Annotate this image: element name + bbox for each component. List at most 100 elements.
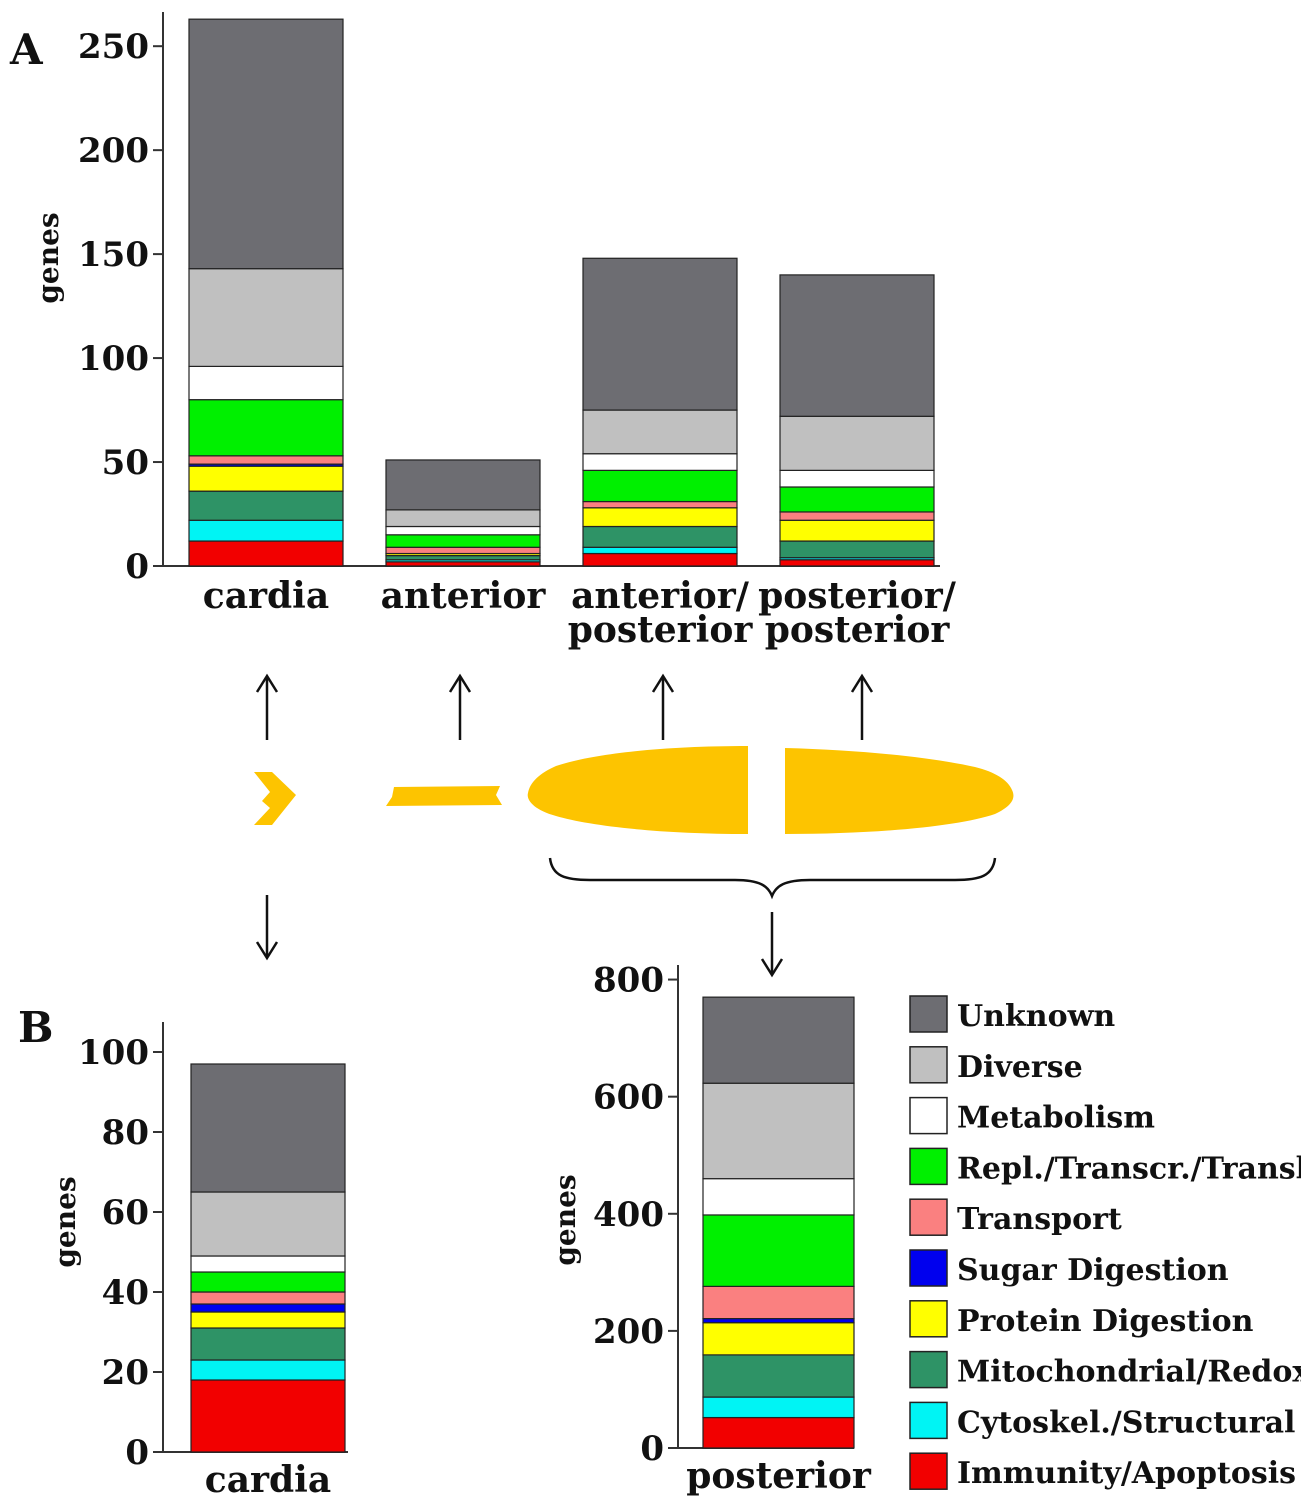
gut-anterior-shape bbox=[386, 786, 502, 806]
legend-label-metabolism: Metabolism bbox=[957, 1101, 1155, 1136]
chart-1-bar-protein-digestion bbox=[188, 465, 344, 492]
chart-1-bar-mitochondrial-redox bbox=[582, 525, 738, 548]
legend-swatch-repl-transcr-transl bbox=[909, 1147, 948, 1186]
chart-1-category-label: posterior bbox=[568, 609, 754, 651]
arrow-down-cardia-head bbox=[255, 941, 279, 961]
legend-swatch-unknown bbox=[909, 995, 948, 1033]
chart-1-tick-label: 0 bbox=[125, 547, 149, 587]
chart-3-tick-label: 200 bbox=[593, 1312, 664, 1352]
gut-cardia-shape bbox=[254, 772, 296, 825]
chart-1-tick-label: 200 bbox=[78, 131, 149, 171]
chart-1-bar-immunity-apoptosis bbox=[385, 561, 541, 567]
chart-2-bar-unknown bbox=[190, 1063, 346, 1193]
chart-2-tick-label: 60 bbox=[102, 1193, 149, 1233]
chart-1-bar-diverse bbox=[582, 409, 738, 455]
chart-3-bar-mitochondrial-redox bbox=[702, 1354, 855, 1398]
chart-3-bar-sugar-digestion bbox=[702, 1317, 855, 1324]
chart-1-bar-unknown bbox=[582, 257, 738, 411]
chart-1-bar-transport bbox=[779, 511, 935, 521]
chart-3-bar-protein-digestion bbox=[702, 1322, 855, 1356]
chart-2-bar-sugar-digestion bbox=[190, 1303, 346, 1313]
chart-1-category-label: posterior/ bbox=[758, 575, 957, 617]
chart-b-cardia: 0 20 40 60 80 100 genes cardia bbox=[49, 1022, 348, 1500]
chart-3-tick-label: 400 bbox=[593, 1195, 664, 1235]
legend-swatch-transport bbox=[909, 1198, 948, 1236]
chart-1-category-label: cardia bbox=[203, 575, 329, 617]
chart-1-bar-metabolism bbox=[385, 525, 541, 536]
chart-1-bar-immunity-apoptosis bbox=[582, 552, 738, 567]
arrow-up-anterior-posterior-head bbox=[651, 673, 675, 693]
chart-3-bar-cytoskel-structural bbox=[702, 1396, 855, 1419]
chart-1-bar-metabolism bbox=[582, 453, 738, 471]
chart-2-tick-label: 20 bbox=[102, 1353, 149, 1393]
chart-1-bar-immunity-apoptosis bbox=[779, 559, 935, 567]
chart-2-bar-mitochondrial-redox bbox=[190, 1327, 346, 1361]
chart-3-bar-transport bbox=[702, 1285, 855, 1320]
chart-1-tick-label: 100 bbox=[78, 339, 149, 379]
chart-1-bar-cytoskel-structural bbox=[582, 546, 738, 555]
chart-2-bar-immunity-apoptosis bbox=[190, 1379, 346, 1453]
chart-1-bar-repl-transcr-transl bbox=[779, 486, 935, 513]
legend-label-immunity-apoptosis: Immunity/Apoptosis bbox=[957, 1456, 1296, 1491]
legend-swatch-protein-digestion bbox=[909, 1300, 948, 1338]
chart-3-y-label: genes bbox=[549, 1174, 582, 1265]
chart-1-bar-mitochondrial-redox bbox=[188, 490, 344, 521]
arrow-down-posterior-head bbox=[760, 958, 784, 978]
chart-2-bar-repl-transcr-transl bbox=[190, 1271, 346, 1293]
chart-3-bar-repl-transcr-transl bbox=[702, 1214, 855, 1287]
legend-swatch-metabolism bbox=[909, 1096, 948, 1135]
chart-3-bar-unknown bbox=[702, 996, 855, 1084]
legend-swatch-mitochondrial-redox bbox=[909, 1350, 948, 1389]
legend-label-mitochondrial-redox: Mitochondrial/Redox bbox=[957, 1355, 1301, 1390]
chart-1-tick-label: 250 bbox=[78, 27, 149, 67]
legend-swatch-sugar-digestion bbox=[909, 1249, 948, 1287]
chart-1-bar-repl-transcr-transl bbox=[582, 469, 738, 503]
chart-2-tick-label: 100 bbox=[78, 1033, 149, 1073]
arrows bbox=[255, 673, 874, 978]
legend-label-transport: Transport bbox=[957, 1202, 1122, 1237]
legend: Unknown Diverse Metabolism Repl./Transcr./T… bbox=[909, 995, 1301, 1491]
chart-1-bar-unknown bbox=[779, 274, 935, 417]
chart-1-y-label: genes bbox=[32, 212, 65, 303]
chart-2-bar-protein-digestion bbox=[190, 1311, 346, 1329]
chart-1-bar-diverse bbox=[188, 268, 344, 367]
legend-swatch-immunity-apoptosis bbox=[909, 1452, 948, 1490]
chart-2-y-label: genes bbox=[49, 1176, 82, 1267]
legend-label-unknown: Unknown bbox=[957, 999, 1115, 1034]
chart-1-bar-repl-transcr-transl bbox=[188, 399, 344, 457]
posterior-brace bbox=[548, 857, 997, 900]
arrow-up-anterior-head bbox=[448, 673, 472, 693]
chart-2-category-label: cardia bbox=[205, 1459, 331, 1500]
chart-1-bar-metabolism bbox=[188, 365, 344, 401]
chart-1-category-label: anterior bbox=[381, 575, 547, 617]
chart-3-bar-diverse bbox=[702, 1082, 855, 1180]
chart-3-tick-label: 0 bbox=[640, 1429, 664, 1469]
chart-1-category-label: posterior bbox=[765, 609, 951, 651]
chart-1-bar-protein-digestion bbox=[779, 519, 935, 542]
chart-1-bar-transport bbox=[385, 546, 541, 555]
chart-2-bar-metabolism bbox=[190, 1255, 346, 1273]
legend-label-sugar-digestion: Sugar Digestion bbox=[957, 1253, 1229, 1288]
chart-1-bar-diverse bbox=[779, 415, 935, 471]
chart-1-bar-cytoskel-structural bbox=[188, 519, 344, 542]
legend-label-diverse: Diverse bbox=[957, 1050, 1083, 1085]
chart-1-bar-diverse bbox=[385, 509, 541, 528]
chart-2-bar-diverse bbox=[190, 1191, 346, 1257]
gut-posterior-posterior-shape bbox=[785, 748, 1014, 834]
chart-1-bar-unknown bbox=[188, 18, 344, 270]
chart-b-posterior: 0 200 400 600 800 genes posterior bbox=[549, 961, 872, 1497]
chart-1-bar-protein-digestion bbox=[582, 507, 738, 528]
chart-1-bar-transport bbox=[188, 455, 344, 465]
chart-2-bar-transport bbox=[190, 1291, 346, 1305]
legend-label-cytoskel-structural: Cytoskel./Structural bbox=[957, 1405, 1295, 1440]
gut-anterior-posterior-shape bbox=[527, 746, 748, 834]
chart-3-tick-label: 800 bbox=[593, 961, 664, 1001]
chart-1-tick-label: 150 bbox=[78, 235, 149, 275]
chart-1-bar-repl-transcr-transl bbox=[385, 534, 541, 548]
chart-a: 0 50 100 150 200 250 genes cardia anterior anteri… bbox=[32, 12, 957, 651]
chart-2-tick-label: 40 bbox=[102, 1273, 149, 1313]
chart-1-category-label: anterior/ bbox=[571, 575, 750, 617]
chart-1-tick-label: 50 bbox=[102, 443, 149, 483]
legend-swatch-diverse bbox=[909, 1046, 948, 1084]
